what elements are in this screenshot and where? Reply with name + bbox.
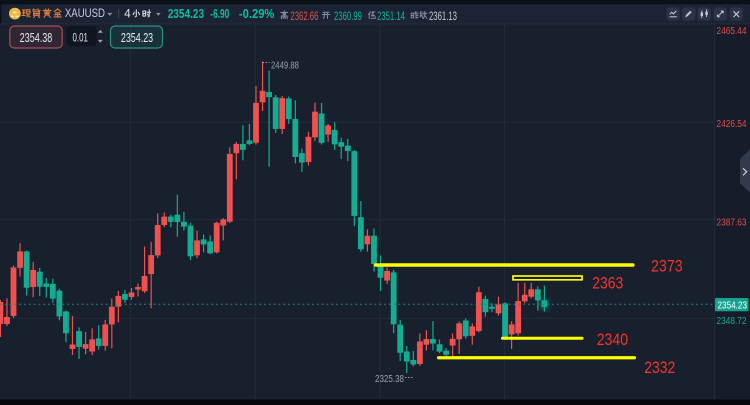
svg-text:2354.23: 2354.23 — [121, 31, 153, 45]
svg-text:2354.23: 2354.23 — [718, 300, 748, 311]
svg-text:2325.38: 2325.38 — [375, 374, 404, 385]
svg-text:2354.23: 2354.23 — [168, 6, 204, 21]
svg-text:-0.29%: -0.29% — [239, 6, 275, 21]
svg-text:2363: 2363 — [592, 273, 623, 292]
svg-text:0.01: 0.01 — [73, 31, 89, 45]
svg-text:4: 4 — [124, 9, 131, 21]
svg-text:2362.66: 2362.66 — [290, 9, 318, 23]
svg-text:2354.38: 2354.38 — [20, 31, 53, 45]
svg-text:2387.63: 2387.63 — [717, 217, 747, 228]
svg-text:2361.13: 2361.13 — [429, 9, 457, 23]
svg-text:2465.44: 2465.44 — [717, 26, 747, 37]
svg-text:2351.14: 2351.14 — [377, 9, 405, 23]
svg-text:XAUUSD: XAUUSD — [65, 8, 105, 20]
svg-text:2360.99: 2360.99 — [334, 9, 362, 23]
svg-text:2426.54: 2426.54 — [717, 119, 747, 130]
svg-text:2373: 2373 — [651, 256, 683, 275]
svg-text:2332: 2332 — [644, 358, 675, 377]
svg-text:2449.88: 2449.88 — [271, 61, 299, 72]
svg-text:2340: 2340 — [597, 330, 628, 349]
svg-text:-6.90: -6.90 — [210, 6, 229, 21]
svg-text:2348.72: 2348.72 — [717, 316, 747, 327]
